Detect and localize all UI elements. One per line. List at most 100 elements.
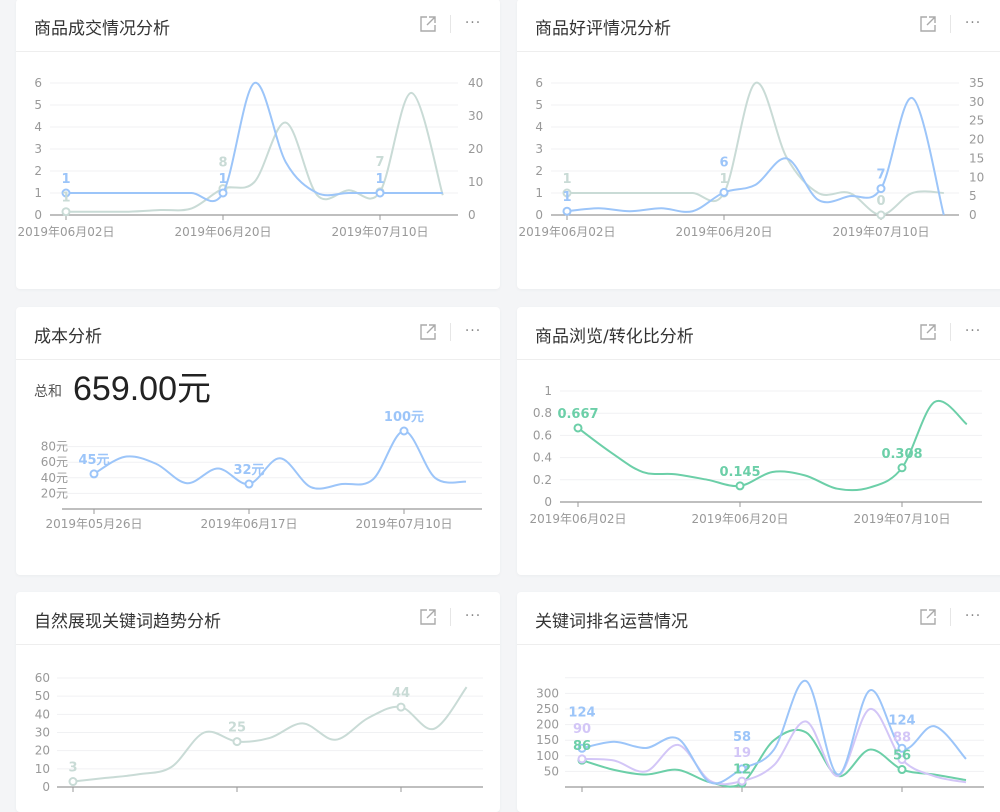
x-tick-label: 2019年06月20日 <box>675 225 772 239</box>
y2-tick-label: 25 <box>969 114 984 128</box>
dashboard-card: 商品好评情况分析 ··· 0 1 2 3 4 5 6 0 5 10 15 20 25 30 35 2019年0… <box>517 0 1000 289</box>
series-line <box>93 429 467 490</box>
y-tick-label: 0 <box>42 780 50 794</box>
external-link-icon[interactable] <box>917 321 939 343</box>
y2-tick-label: 0 <box>969 208 977 222</box>
x-tick-label: 2019年06月20日 <box>174 225 271 239</box>
data-point[interactable] <box>68 777 78 787</box>
y-tick-label: 1 <box>544 384 552 398</box>
data-point[interactable] <box>737 776 747 786</box>
data-point[interactable] <box>399 426 409 436</box>
x-tick-label: 2019年07月10日 <box>832 225 929 239</box>
data-point[interactable] <box>562 206 572 216</box>
x-tick-label: 2019年06月02日 <box>17 225 114 239</box>
y-tick-label: 50 <box>35 689 50 703</box>
y-tick-label: 40元 <box>41 471 68 485</box>
data-point[interactable] <box>897 743 907 753</box>
y-tick-label: 3 <box>535 142 543 156</box>
data-label: 7 <box>876 168 885 183</box>
y-tick-label: 150 <box>536 733 559 747</box>
data-label: 56 <box>893 749 911 764</box>
y2-tick-label: 15 <box>969 151 984 165</box>
y-tick-label: 20 <box>35 744 50 758</box>
card-title: 商品成交情况分析 <box>34 19 170 39</box>
more-horizontal-icon[interactable]: ··· <box>964 15 982 31</box>
external-link-icon[interactable] <box>417 13 439 35</box>
data-label: 100元 <box>384 410 424 425</box>
data-label: 0.145 <box>719 465 760 480</box>
card-header: 成本分析 ··· <box>16 307 500 360</box>
y-tick-label: 100 <box>536 749 559 763</box>
card-header: 商品好评情况分析 ··· <box>517 0 1000 52</box>
data-label: 12 <box>733 762 751 777</box>
more-horizontal-icon[interactable]: ··· <box>964 608 982 624</box>
data-point[interactable] <box>577 743 587 753</box>
data-point[interactable] <box>573 423 583 433</box>
y-tick-label: 2 <box>34 164 42 178</box>
y-tick-label: 6 <box>34 76 42 90</box>
y-tick-label: 0 <box>34 208 42 222</box>
data-label: 1 <box>562 172 571 187</box>
data-point[interactable] <box>562 188 572 198</box>
data-point[interactable] <box>61 188 71 198</box>
y-tick-label: 3 <box>34 142 42 156</box>
y-tick-label: 60 <box>35 671 50 685</box>
dashboard-card: 商品成交情况分析 ··· 0 1 2 3 4 5 6 0 10 20 30 40 2019年06月02日… <box>16 0 500 289</box>
data-point[interactable] <box>61 207 71 217</box>
data-label: 124 <box>888 713 915 728</box>
data-label: 8 <box>218 156 227 171</box>
series-line <box>66 91 444 213</box>
data-point[interactable] <box>719 187 729 197</box>
y-tick-label: 0.8 <box>533 406 552 420</box>
more-horizontal-icon[interactable]: ··· <box>464 323 482 339</box>
y-tick-label: 0.4 <box>533 451 552 465</box>
external-link-icon[interactable] <box>917 606 939 628</box>
header-divider <box>950 608 951 626</box>
y-tick-label: 250 <box>536 702 559 716</box>
data-label: 1 <box>61 191 70 206</box>
data-point[interactable] <box>218 188 228 198</box>
more-horizontal-icon[interactable]: ··· <box>464 608 482 624</box>
y-tick-label: 4 <box>535 120 543 134</box>
y-tick-label: 5 <box>34 98 42 112</box>
data-label: 3 <box>68 761 77 776</box>
data-point[interactable] <box>876 210 886 220</box>
card-header: 自然展现关键词趋势分析 ··· <box>16 592 500 645</box>
external-link-icon[interactable] <box>417 606 439 628</box>
data-point[interactable] <box>876 184 886 194</box>
external-link-icon[interactable] <box>917 13 939 35</box>
data-point[interactable] <box>735 481 745 491</box>
y2-tick-label: 20 <box>468 142 483 156</box>
data-point[interactable] <box>737 764 747 774</box>
data-point[interactable] <box>897 765 907 775</box>
data-point[interactable] <box>577 754 587 764</box>
data-point[interactable] <box>89 469 99 479</box>
external-link-icon[interactable] <box>417 321 439 343</box>
data-label: 7 <box>375 155 384 170</box>
more-horizontal-icon[interactable]: ··· <box>464 15 482 31</box>
more-horizontal-icon[interactable]: ··· <box>964 323 982 339</box>
card-title: 成本分析 <box>34 327 102 347</box>
y-tick-label: 1 <box>34 186 42 200</box>
y-tick-label: 40 <box>35 707 50 721</box>
data-point[interactable] <box>375 188 385 198</box>
y-tick-label: 20元 <box>41 486 68 500</box>
y2-tick-label: 10 <box>969 170 984 184</box>
data-label: 1 <box>61 172 70 187</box>
data-point[interactable] <box>244 479 254 489</box>
data-label: 88 <box>893 731 911 746</box>
dashboard-card: 关键词排名运营情况 ··· 50 100 150 200 250 300 12 19 56 58 8… <box>517 592 1000 812</box>
card-title: 关键词排名运营情况 <box>535 612 688 632</box>
y-tick-label: 200 <box>536 718 559 732</box>
y2-tick-label: 30 <box>969 95 984 109</box>
y2-tick-label: 30 <box>468 109 483 123</box>
data-point[interactable] <box>232 737 242 747</box>
data-label: 86 <box>573 739 591 754</box>
data-point[interactable] <box>396 702 406 712</box>
y-tick-label: 4 <box>34 120 42 134</box>
header-divider <box>450 608 451 626</box>
data-point[interactable] <box>897 463 907 473</box>
data-point[interactable] <box>897 755 907 765</box>
card-header: 关键词排名运营情况 ··· <box>517 592 1000 645</box>
